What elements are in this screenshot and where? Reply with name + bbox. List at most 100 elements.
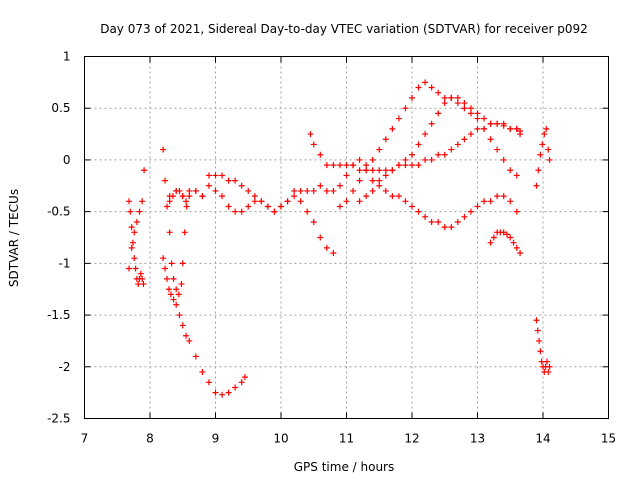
data-point — [140, 281, 147, 288]
data-point — [474, 115, 481, 122]
data-point — [382, 172, 389, 179]
data-point — [126, 198, 133, 205]
data-point — [369, 177, 376, 184]
data-point — [494, 193, 501, 200]
data-point — [232, 384, 239, 391]
data-point — [170, 275, 177, 282]
data-point — [389, 125, 396, 132]
data-point — [503, 231, 510, 238]
data-points — [126, 79, 553, 398]
data-point — [448, 224, 455, 231]
data-point — [297, 198, 304, 205]
data-point — [238, 182, 245, 189]
data-point — [435, 218, 442, 225]
data-point — [454, 218, 461, 225]
series-arc-5 — [166, 182, 337, 257]
data-point — [343, 198, 350, 205]
data-point — [461, 100, 468, 107]
data-point — [422, 213, 429, 220]
data-point — [428, 218, 435, 225]
data-point — [448, 146, 455, 153]
data-point — [219, 193, 226, 200]
data-point — [500, 122, 507, 129]
data-point — [507, 198, 514, 205]
data-point — [179, 193, 186, 200]
data-point — [382, 136, 389, 143]
data-point — [533, 317, 540, 324]
data-point — [487, 120, 494, 127]
plot-frame — [84, 56, 609, 419]
data-point — [435, 151, 442, 158]
x-tick-label: 8 — [146, 432, 154, 446]
data-point — [330, 162, 337, 169]
data-point — [415, 162, 422, 169]
data-point — [537, 348, 544, 355]
data-point — [402, 162, 409, 169]
x-tick-label: 12 — [404, 432, 419, 446]
data-point — [402, 198, 409, 205]
data-point — [441, 151, 448, 158]
data-point — [162, 177, 169, 184]
data-point — [179, 260, 186, 267]
data-point — [336, 182, 343, 189]
series-arc-3 — [160, 255, 248, 398]
series-arc-10 — [487, 229, 524, 257]
data-point — [467, 208, 474, 215]
data-point — [131, 229, 138, 236]
data-point — [186, 187, 193, 194]
data-point — [186, 337, 193, 344]
data-point — [186, 193, 193, 200]
chart-title: Day 073 of 2021, Sidereal Day-to-day VTE… — [100, 22, 588, 36]
data-point — [402, 156, 409, 163]
data-point — [534, 327, 541, 334]
data-point — [376, 167, 383, 174]
data-point — [176, 312, 183, 319]
data-point — [291, 187, 298, 194]
data-point — [513, 172, 520, 179]
data-point — [307, 131, 314, 138]
data-point — [336, 162, 343, 169]
data-point — [543, 358, 550, 365]
data-point — [517, 127, 524, 134]
data-point — [481, 125, 488, 132]
y-tick-label: -2.5 — [47, 412, 70, 426]
data-point — [356, 198, 363, 205]
data-point — [271, 208, 278, 215]
data-point — [535, 167, 542, 174]
data-point — [494, 146, 501, 153]
data-point — [136, 208, 143, 215]
data-point — [538, 358, 545, 365]
data-point — [232, 208, 239, 215]
data-point — [205, 172, 212, 179]
data-point — [131, 255, 138, 262]
data-point — [219, 391, 226, 398]
data-point — [350, 162, 357, 169]
data-point — [164, 275, 171, 282]
data-point — [441, 100, 448, 107]
data-point — [160, 255, 167, 262]
data-point — [245, 187, 252, 194]
data-point — [395, 115, 402, 122]
data-point — [543, 125, 550, 132]
series-arc-4 — [160, 146, 190, 298]
data-point — [212, 187, 219, 194]
data-point — [291, 193, 298, 200]
data-point — [454, 94, 461, 101]
data-point — [310, 218, 317, 225]
y-tick-label: -1.5 — [47, 308, 70, 322]
data-point — [487, 136, 494, 143]
data-point — [178, 281, 185, 288]
data-point — [376, 146, 383, 153]
data-point — [317, 234, 324, 241]
data-point — [474, 110, 481, 117]
series-arc-1 — [126, 198, 147, 288]
series-arc-11 — [533, 317, 553, 375]
data-point — [513, 244, 520, 251]
data-point — [304, 187, 311, 194]
data-point — [245, 203, 252, 210]
series-arc-9 — [356, 94, 524, 205]
data-point — [310, 187, 317, 194]
data-point — [173, 187, 180, 194]
data-point — [132, 265, 139, 272]
